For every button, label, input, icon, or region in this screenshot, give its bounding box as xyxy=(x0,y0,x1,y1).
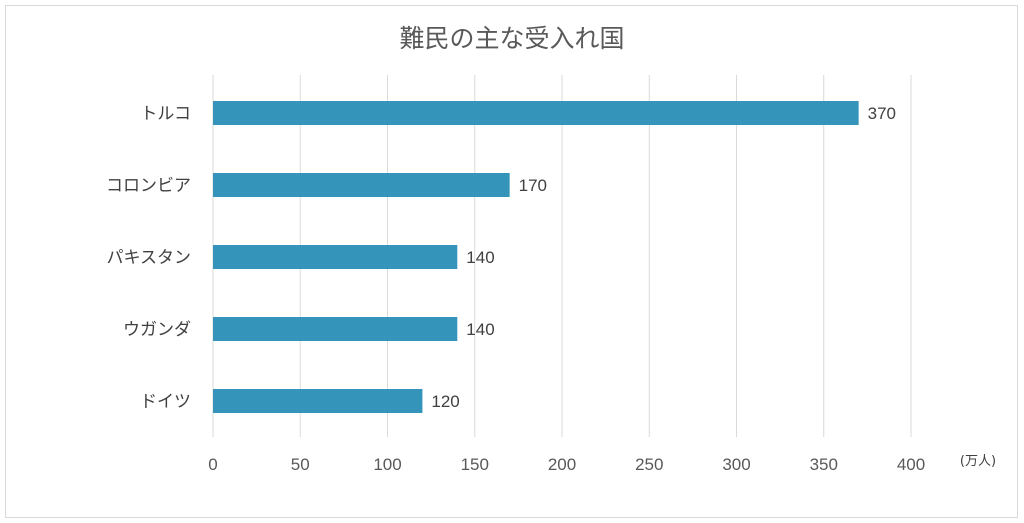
category-label: ドイツ xyxy=(140,392,191,412)
x-tick-label: 0 xyxy=(208,455,217,474)
x-tick-label: 100 xyxy=(373,455,401,474)
x-tick-label: 300 xyxy=(722,455,750,474)
bar xyxy=(213,173,510,197)
chart-title: 難民の主な受入れ国 xyxy=(399,24,624,53)
x-tick-label: 400 xyxy=(897,455,925,474)
x-tick-label: 250 xyxy=(635,455,663,474)
labels: 0 50 100 150 200 250 300 350 400 トルコ 370 コロンビア 170 パキ… xyxy=(106,104,925,474)
x-axis-unit-label: (万人) xyxy=(960,454,996,469)
data-label: 140 xyxy=(466,320,494,339)
category-label: コロンビア xyxy=(106,176,191,196)
bar xyxy=(213,101,859,125)
bar xyxy=(213,245,458,269)
chart-frame xyxy=(5,5,1018,518)
data-label: 120 xyxy=(431,392,459,411)
category-label: トルコ xyxy=(140,104,191,124)
data-label: 140 xyxy=(466,248,494,267)
bar xyxy=(213,317,458,341)
gridlines xyxy=(212,75,912,437)
bars xyxy=(213,101,859,413)
x-tick-label: 350 xyxy=(810,455,838,474)
category-label: パキスタン xyxy=(107,248,192,268)
data-label: 170 xyxy=(519,176,547,195)
x-tick-label: 50 xyxy=(291,455,310,474)
category-label: ウガンダ xyxy=(123,320,191,340)
bar xyxy=(213,389,423,413)
x-tick-label: 200 xyxy=(548,455,576,474)
x-tick-label: 150 xyxy=(461,455,489,474)
data-label: 370 xyxy=(868,104,896,123)
